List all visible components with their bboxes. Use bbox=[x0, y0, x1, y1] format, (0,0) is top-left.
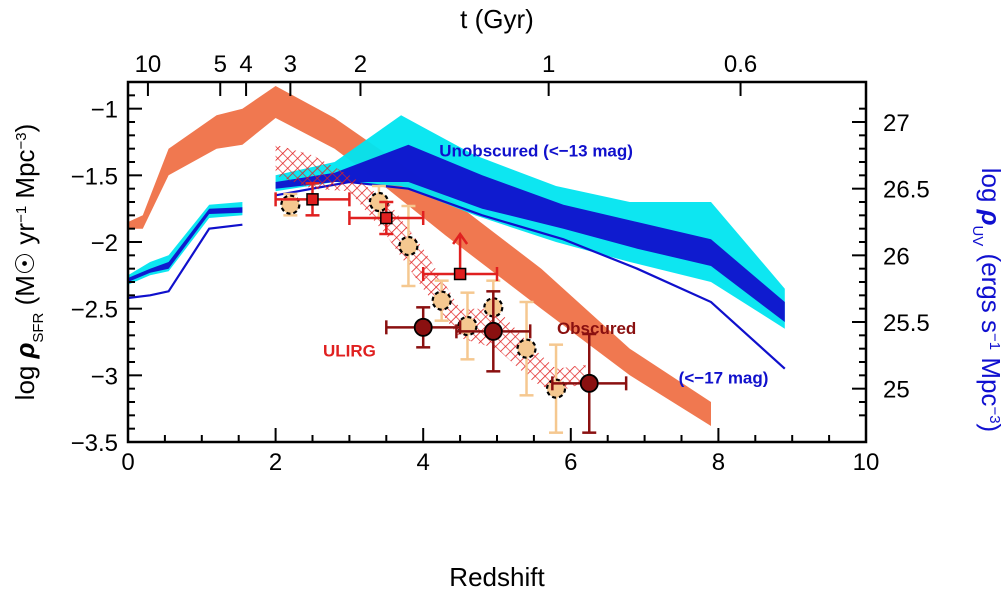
y-tick-label-1: −3 bbox=[91, 363, 118, 390]
lbg-point-6 bbox=[516, 338, 537, 359]
x-tick-label-1: 2 bbox=[269, 449, 282, 476]
y2-axis-label-part-5: −1 bbox=[987, 333, 1002, 350]
ulirg-point-0 bbox=[413, 317, 433, 337]
unobscured-core-band-0 bbox=[128, 207, 243, 282]
top-tick-label-4: 2 bbox=[354, 51, 367, 78]
y2-tick-label-2: 26 bbox=[883, 243, 910, 270]
points-layer bbox=[274, 182, 628, 434]
lbg-point-3 bbox=[431, 290, 452, 311]
square-point-2 bbox=[453, 267, 467, 281]
top-tick-label-1: 5 bbox=[214, 51, 227, 78]
y-axis-label-part-3 bbox=[10, 305, 40, 312]
y-axis-label-part-2: SFR bbox=[30, 312, 47, 342]
square-limit-arrow-2 bbox=[452, 231, 469, 245]
square-point-1 bbox=[380, 211, 393, 225]
axes-layer: 0 2 4 6 8 10Redshift−3.5−3−2.5−2−1.5−12525.52… bbox=[71, 4, 930, 592]
top-tick-label-6: 0.6 bbox=[724, 51, 757, 78]
y2-axis-label: log ρUV (ergs s−1 Mpc−3) bbox=[970, 168, 1002, 432]
annotation-obscured: Obscured bbox=[557, 319, 636, 338]
x-tick-label-0: 0 bbox=[121, 449, 134, 476]
labels-layer: log ρSFR (M☉ yr−1 Mpc−3)log ρUV (ergs s−… bbox=[10, 124, 1002, 433]
ulirg-point-2 bbox=[579, 373, 599, 393]
y-tick-label-0: −3.5 bbox=[71, 430, 118, 457]
y-tick-label-2: −2.5 bbox=[71, 297, 118, 324]
x-tick-label-4: 8 bbox=[712, 449, 725, 476]
y2-axis-label-part-3 bbox=[976, 246, 1002, 253]
top-tick-label-3: 3 bbox=[284, 51, 297, 78]
x-axis-label: Redshift bbox=[449, 562, 545, 592]
y2-axis-label-part-0: log bbox=[976, 168, 1002, 210]
top-tick-label-5: 1 bbox=[542, 51, 555, 78]
top-axis-label: t (Gyr) bbox=[460, 4, 534, 34]
y2-axis-label-part-8: ) bbox=[976, 424, 1002, 433]
y-axis-label-part-4: (M☉ yr bbox=[10, 223, 40, 306]
y-tick-label-4: −1.5 bbox=[71, 163, 118, 190]
x-tick-label-5: 10 bbox=[853, 449, 880, 476]
annotation-17-mag: (<−17 mag) bbox=[679, 368, 769, 387]
y2-axis-label-part-2: UV bbox=[970, 225, 987, 246]
lbg-point-2 bbox=[398, 235, 419, 257]
top-tick-label-0: 10 bbox=[135, 51, 162, 78]
y-axis-label-part-1: ρ bbox=[10, 343, 40, 360]
y2-axis-label-part-6: Mpc bbox=[976, 350, 1002, 406]
top-tick-label-2: 4 bbox=[239, 51, 252, 78]
y2-tick-label-1: 25.5 bbox=[883, 310, 930, 337]
y-axis-label-part-0: log bbox=[10, 358, 40, 400]
y-axis-label-part-7: −3 bbox=[13, 132, 30, 149]
x-tick-label-3: 6 bbox=[564, 449, 577, 476]
y-tick-label-3: −2 bbox=[91, 230, 118, 257]
y2-axis-label-part-4: (ergs s bbox=[976, 254, 1002, 333]
y-axis-label: log ρSFR (M☉ yr−1 Mpc−3) bbox=[10, 124, 47, 401]
y-axis-label-part-8: ) bbox=[10, 124, 40, 133]
y2-tick-label-3: 26.5 bbox=[883, 177, 930, 204]
unobscured-core-band-1 bbox=[275, 144, 785, 322]
annotation-unobscured-13-mag: Unobscured (<−13 mag) bbox=[439, 142, 633, 161]
square-point-0 bbox=[306, 193, 319, 206]
y-axis-label-part-5: −1 bbox=[13, 206, 30, 223]
y2-tick-label-0: 25 bbox=[883, 377, 910, 404]
y2-axis-label-part-7: −3 bbox=[987, 406, 1002, 423]
y2-tick-label-4: 27 bbox=[883, 110, 910, 137]
17-mag-line-0 bbox=[127, 223, 243, 300]
annotation-ulirg: ULIRG bbox=[323, 342, 376, 361]
y-axis-label-part-6: Mpc bbox=[10, 149, 40, 205]
y-tick-label-5: −1 bbox=[91, 97, 118, 124]
y2-axis-label-part-1: ρ bbox=[976, 209, 1002, 226]
ulirg-point-1 bbox=[483, 321, 503, 341]
x-tick-label-2: 4 bbox=[417, 449, 430, 476]
